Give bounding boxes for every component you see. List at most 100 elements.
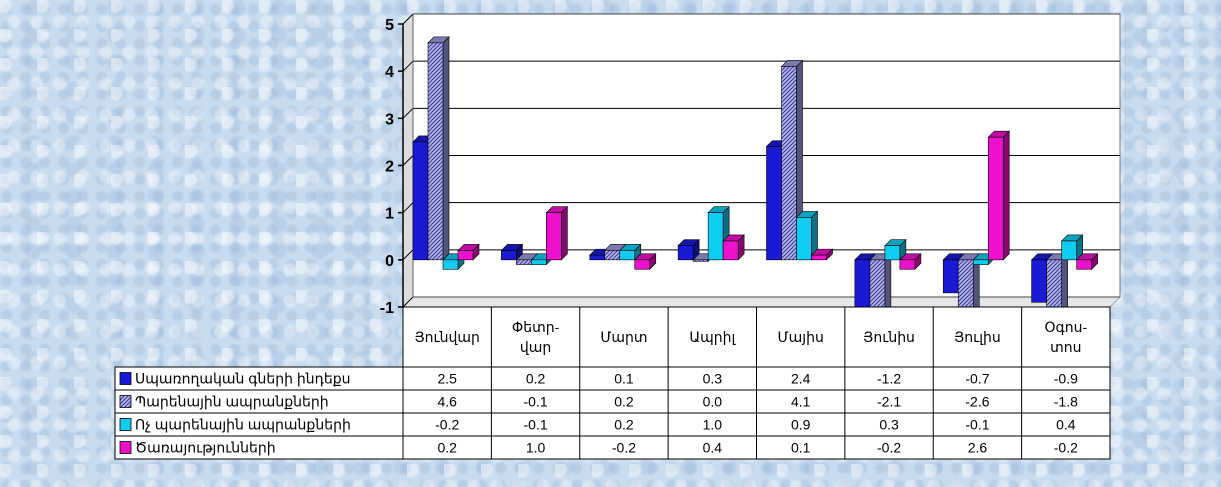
legend-label: Պարենային ապրանքների [135,394,329,410]
bar [987,136,1004,261]
y-tick-label: 3 [385,111,394,128]
bar [811,254,827,261]
table-value: 2.6 [968,440,988,456]
table-value: -0.1 [524,417,548,433]
y-tick-label: 2 [385,159,394,176]
table-value: 4.1 [791,394,811,410]
bar [442,259,459,270]
table-value: -0.1 [524,394,548,410]
bar-side [1002,130,1010,261]
table-value: 0.1 [614,371,634,387]
category-label: վար [520,339,551,355]
y-tick-label: -1 [380,300,394,317]
table-value: -0.9 [1054,371,1078,387]
bar [781,66,797,261]
legend-label: Ծառայությունների [135,440,276,456]
bar [546,212,562,261]
gridline [402,249,414,261]
bar [634,259,651,270]
bar [884,245,901,261]
gridline [402,296,414,308]
bar [619,250,636,261]
table-value: 0.2 [526,371,546,387]
category-label: Յունվար [414,329,479,345]
bar [692,259,709,262]
bar [412,141,429,261]
table-value: -0.7 [965,371,989,387]
table-value: 0.4 [703,440,723,456]
bar [516,259,532,265]
table-value: -1.2 [877,371,901,387]
legend-label: Ոչ պարենային ապրանքների [135,417,351,433]
table-value: 0.3 [879,417,899,433]
bar [589,254,606,261]
gridline [402,107,414,119]
table-value: 0.9 [791,417,811,433]
gridline [402,202,414,214]
bar [457,250,474,261]
table-value: 0.2 [614,394,634,410]
table-value: 1.0 [703,417,723,433]
gridline [402,13,414,25]
table-value: 0.3 [703,371,723,387]
legend-swatch [119,441,132,454]
table-value: -1.8 [1054,394,1078,410]
table-value: -2.1 [877,394,901,410]
table-value: 0.2 [614,417,634,433]
bar [766,146,782,261]
category-label: Յուլիս [954,329,1001,345]
bar [604,250,621,261]
y-axis: -1 0 1 2 3 4 5 [380,17,404,317]
table-value: 0.0 [703,394,723,410]
y-tick-label: 4 [385,64,394,81]
data-table: Յունվար Փետր-վար Մարտ Ապրիլ Մայիս Յունիս Յուլի… [114,306,1111,460]
table-value: 2.4 [791,371,811,387]
table-value: -0.2 [435,417,459,433]
category-label: տոս [1050,339,1081,355]
category-label: Օգոս- [1044,319,1087,335]
table-value: 2.5 [437,371,457,387]
gridline [402,155,414,166]
y-tick-label: 1 [385,206,394,223]
table-value: 0.2 [437,440,457,456]
table-value: 0.1 [791,440,811,456]
bar [796,217,812,261]
table-value: -0.2 [1054,440,1078,456]
legend-swatch [119,395,132,408]
bar [531,259,547,265]
plot-area [402,13,1121,308]
category-label: Յունիս [863,329,915,345]
category-label: Մարտ [600,329,647,345]
bars [412,36,1099,384]
bar [942,259,959,294]
gridline [402,60,414,72]
bar [427,42,444,261]
table-value: 1.0 [526,440,546,456]
bar [707,212,724,261]
y-tick-label: 5 [385,17,394,34]
table-value: -0.1 [965,417,989,433]
y-tick-label: 0 [385,253,394,270]
bar [1031,259,1047,303]
floor [402,296,1121,308]
bar-side [442,36,450,261]
category-label: Մայիս [778,329,824,345]
table-value: 4.6 [437,394,457,410]
legend-swatch [119,418,132,431]
bar [899,259,916,270]
bar [677,245,694,261]
legend-label: Սպառողական գների ինդեքս [135,371,351,387]
category-label: Փետր- [512,319,560,335]
bar [1076,259,1092,270]
table-value: -0.2 [612,440,636,456]
legend-swatch [119,372,132,385]
bar [972,259,989,265]
bar [501,250,517,261]
bar-side [561,205,568,261]
table-value: -0.2 [877,440,901,456]
table-value: -2.6 [965,394,989,410]
bar [722,240,739,261]
table-value: 0.4 [1056,417,1076,433]
bar [1061,240,1077,261]
